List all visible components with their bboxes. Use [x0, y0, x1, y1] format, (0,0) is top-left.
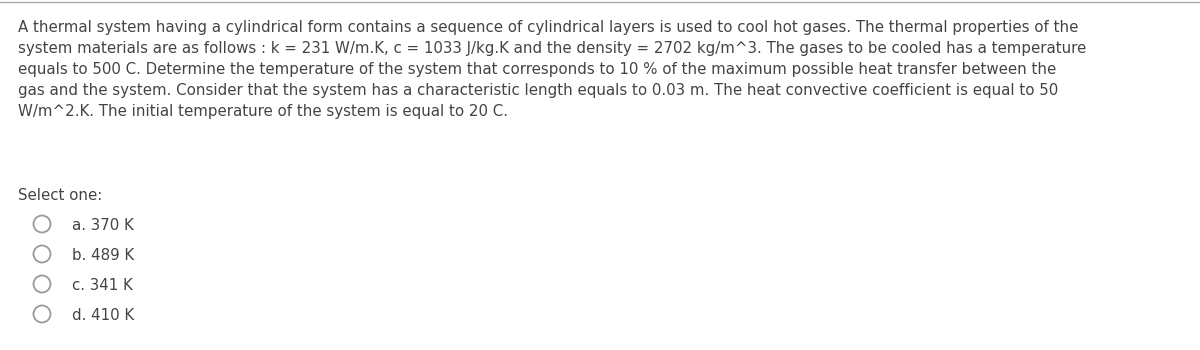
- Text: c. 341 K: c. 341 K: [72, 278, 133, 293]
- Text: b. 489 K: b. 489 K: [72, 248, 134, 263]
- Text: a. 370 K: a. 370 K: [72, 218, 133, 233]
- Text: d. 410 K: d. 410 K: [72, 308, 134, 323]
- Text: A thermal system having a cylindrical form contains a sequence of cylindrical la: A thermal system having a cylindrical fo…: [18, 20, 1086, 119]
- Text: Select one:: Select one:: [18, 188, 102, 203]
